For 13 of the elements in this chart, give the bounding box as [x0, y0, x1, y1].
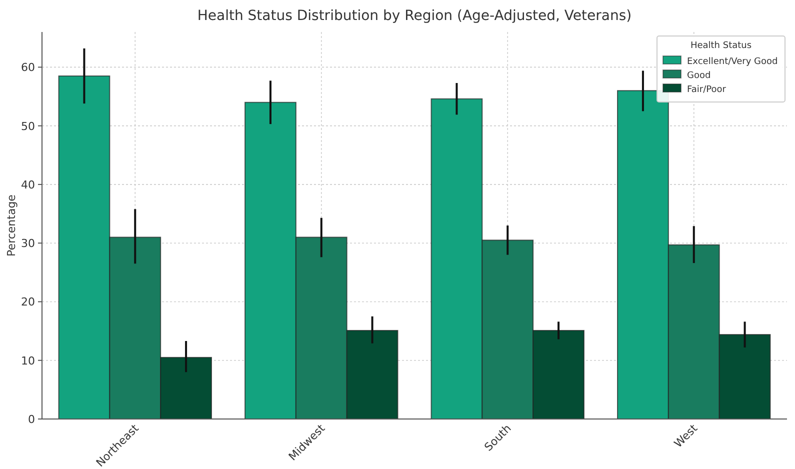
y-axis-title: Percentage	[5, 194, 18, 256]
y-tick-label: 50	[21, 120, 35, 133]
y-tick-label: 10	[21, 354, 35, 368]
y-tick-label: 40	[21, 178, 35, 192]
legend-label: Fair/Poor	[687, 85, 726, 95]
legend-title: Health Status	[690, 41, 752, 51]
chart-title: Health Status Distribution by Region (Age-Adjusted, Veterans)	[197, 8, 632, 24]
y-tick-label: 30	[21, 237, 35, 250]
legend-label: Excellent/Very Good	[687, 57, 778, 67]
legend-label: Good	[687, 71, 711, 81]
y-tick-label: 0	[28, 413, 35, 426]
y-tick-label: 20	[21, 296, 35, 309]
y-tick-label: 60	[21, 61, 35, 74]
